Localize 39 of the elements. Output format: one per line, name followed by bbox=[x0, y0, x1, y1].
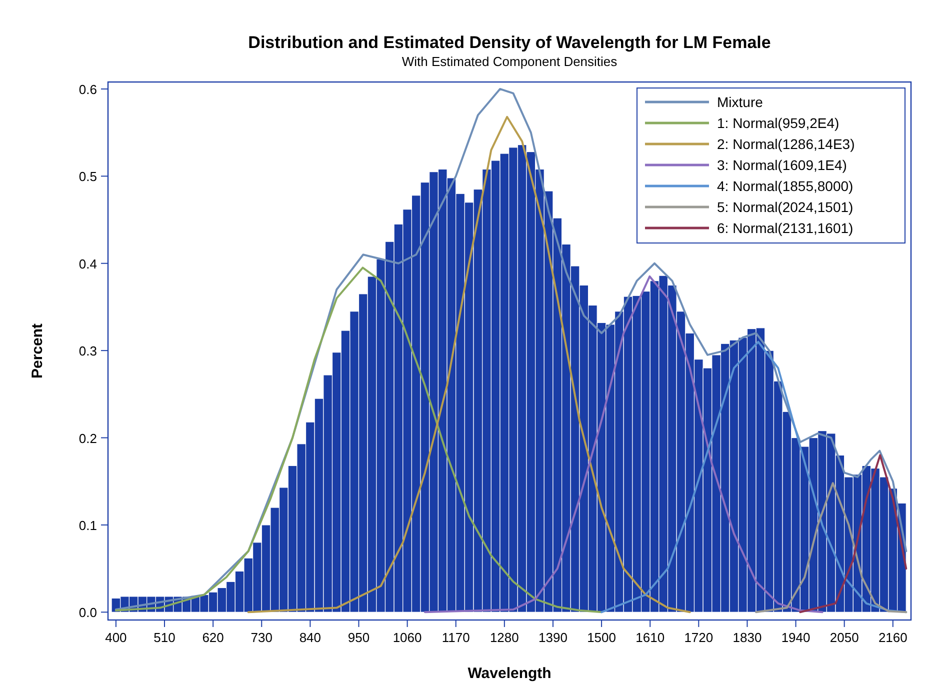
x-tick-label: 1610 bbox=[636, 630, 665, 645]
y-tick-label: 0.4 bbox=[78, 256, 97, 272]
chart-title: Distribution and Estimated Density of Wavelength for LM Female bbox=[248, 33, 771, 52]
legend-label: 3: Normal(1609,1E4) bbox=[717, 157, 847, 173]
x-tick-label: 510 bbox=[154, 630, 176, 645]
x-tick-label: 400 bbox=[105, 630, 127, 645]
y-tick-label: 0.6 bbox=[78, 82, 97, 97]
x-tick-label: 2050 bbox=[830, 630, 859, 645]
x-tick-label: 1390 bbox=[538, 630, 568, 645]
x-axis-title: Wavelength bbox=[468, 665, 552, 682]
x-tick-label: 1170 bbox=[442, 630, 470, 645]
x-tick-label: 1830 bbox=[732, 630, 762, 645]
y-tick-label: 0.0 bbox=[78, 605, 97, 620]
y-tick-label: 0.1 bbox=[78, 518, 97, 533]
legend-label: Mixture bbox=[717, 94, 764, 110]
x-tick-label: 840 bbox=[299, 630, 322, 645]
x-tick-label: 1720 bbox=[684, 630, 714, 645]
x-tick-label: 620 bbox=[202, 630, 224, 645]
x-tick-label: 1500 bbox=[587, 630, 616, 645]
chart-subtitle: With Estimated Component Densities bbox=[402, 54, 618, 69]
y-axis-title: Percent bbox=[29, 323, 46, 379]
y-tick-label: 0.5 bbox=[78, 169, 97, 184]
line-series bbox=[424, 275, 824, 614]
legend-label: 4: Normal(1855,8000) bbox=[717, 178, 854, 194]
line-series bbox=[247, 116, 691, 614]
legend-label: 1: Normal(959,2E4) bbox=[717, 115, 840, 131]
x-tick-label: 730 bbox=[250, 630, 272, 645]
line-series bbox=[755, 482, 908, 614]
x-tick-label: 2160 bbox=[878, 630, 908, 645]
x-tick-label: 1280 bbox=[490, 630, 519, 645]
y-tick-label: 0.3 bbox=[78, 344, 97, 359]
legend-label: 2: Normal(1286,14E3) bbox=[717, 136, 855, 152]
line-series bbox=[799, 454, 908, 614]
x-tick-label: 1060 bbox=[392, 630, 422, 645]
x-tick-label: 950 bbox=[348, 630, 370, 645]
y-tick-label: 0.2 bbox=[78, 430, 97, 446]
legend-label: 6: Normal(2131,1601) bbox=[717, 220, 854, 236]
legend-label: 5: Normal(2024,1501) bbox=[717, 199, 854, 215]
x-tick-label: 1940 bbox=[781, 630, 810, 645]
